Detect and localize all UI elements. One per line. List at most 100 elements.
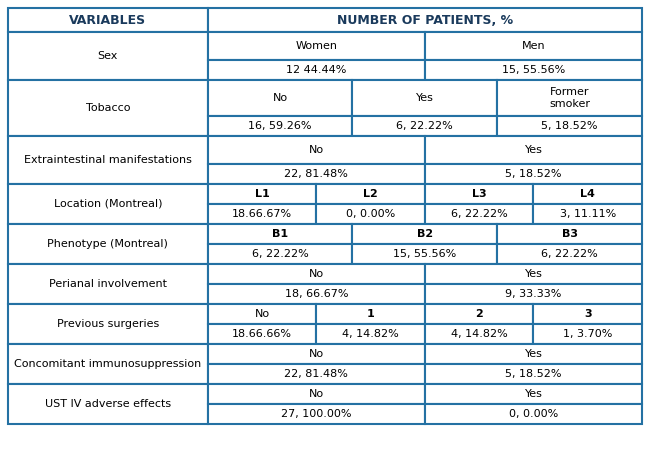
Text: No: No: [309, 145, 324, 155]
Text: 22, 81.48%: 22, 81.48%: [284, 169, 348, 179]
Bar: [534, 184, 642, 204]
Bar: [208, 136, 425, 164]
Bar: [8, 8, 208, 32]
Text: 2: 2: [475, 309, 483, 319]
Bar: [425, 264, 642, 284]
Bar: [317, 184, 425, 204]
Bar: [208, 204, 317, 224]
Bar: [425, 324, 534, 344]
Text: Yes: Yes: [416, 93, 434, 103]
Text: 15, 55.56%: 15, 55.56%: [393, 249, 456, 259]
Text: Yes: Yes: [525, 349, 542, 359]
Text: No: No: [309, 349, 324, 359]
Bar: [208, 116, 352, 136]
Text: Women: Women: [295, 41, 337, 51]
Text: Tobacco: Tobacco: [86, 103, 130, 113]
Text: Yes: Yes: [525, 389, 542, 399]
Text: L3: L3: [472, 189, 486, 199]
Text: 16, 59.26%: 16, 59.26%: [248, 121, 312, 131]
Text: 6, 22.22%: 6, 22.22%: [450, 209, 508, 219]
Bar: [425, 284, 642, 304]
Text: Concomitant immunosuppression: Concomitant immunosuppression: [14, 359, 202, 369]
Bar: [497, 80, 642, 116]
Text: No: No: [309, 389, 324, 399]
Text: 5, 18.52%: 5, 18.52%: [505, 169, 562, 179]
Bar: [208, 284, 425, 304]
Bar: [534, 204, 642, 224]
Bar: [425, 204, 534, 224]
Bar: [425, 304, 534, 324]
Bar: [8, 32, 208, 80]
Bar: [425, 32, 642, 60]
Bar: [425, 384, 642, 404]
Bar: [208, 164, 425, 184]
Bar: [425, 136, 642, 164]
Text: Perianal involvement: Perianal involvement: [49, 279, 167, 289]
Text: 0, 0.00%: 0, 0.00%: [346, 209, 395, 219]
Bar: [8, 184, 208, 224]
Text: Location (Montreal): Location (Montreal): [53, 199, 162, 209]
Bar: [8, 224, 208, 264]
Bar: [534, 304, 642, 324]
Bar: [352, 224, 497, 244]
Bar: [8, 304, 208, 344]
Text: Yes: Yes: [525, 269, 542, 279]
Bar: [8, 384, 208, 424]
Bar: [8, 80, 208, 136]
Text: 15, 55.56%: 15, 55.56%: [502, 65, 565, 75]
Bar: [208, 324, 317, 344]
Bar: [208, 404, 425, 424]
Bar: [208, 224, 352, 244]
Text: B2: B2: [417, 229, 433, 239]
Text: 9, 33.33%: 9, 33.33%: [505, 289, 562, 299]
Text: 5, 18.52%: 5, 18.52%: [541, 121, 598, 131]
Text: VARIABLES: VARIABLES: [70, 13, 146, 27]
Text: NUMBER OF PATIENTS, %: NUMBER OF PATIENTS, %: [337, 13, 513, 27]
Bar: [208, 384, 425, 404]
Text: Phenotype (Montreal): Phenotype (Montreal): [47, 239, 168, 249]
Text: 6, 22.22%: 6, 22.22%: [252, 249, 309, 259]
Text: No: No: [309, 269, 324, 279]
Text: 6, 22.22%: 6, 22.22%: [541, 249, 598, 259]
Bar: [425, 344, 642, 364]
Text: 3: 3: [584, 309, 592, 319]
Text: Sex: Sex: [98, 51, 118, 61]
Bar: [534, 324, 642, 344]
Text: 6, 22.22%: 6, 22.22%: [396, 121, 453, 131]
Text: 18, 66.67%: 18, 66.67%: [285, 289, 348, 299]
Text: B1: B1: [272, 229, 288, 239]
Bar: [497, 224, 642, 244]
Text: Previous surgeries: Previous surgeries: [57, 319, 159, 329]
Bar: [208, 32, 425, 60]
Text: L2: L2: [363, 189, 378, 199]
Bar: [208, 364, 425, 384]
Bar: [497, 116, 642, 136]
Bar: [425, 60, 642, 80]
Bar: [208, 304, 317, 324]
Bar: [317, 304, 425, 324]
Text: UST IV adverse effects: UST IV adverse effects: [45, 399, 171, 409]
Bar: [208, 80, 352, 116]
Text: No: No: [272, 93, 288, 103]
Text: 18.66.66%: 18.66.66%: [232, 329, 292, 339]
Bar: [497, 244, 642, 264]
Text: 0, 0.00%: 0, 0.00%: [509, 409, 558, 419]
Bar: [208, 184, 317, 204]
Text: B3: B3: [562, 229, 578, 239]
Text: 1, 3.70%: 1, 3.70%: [563, 329, 612, 339]
Text: 18.66.67%: 18.66.67%: [232, 209, 292, 219]
Bar: [425, 364, 642, 384]
Text: Men: Men: [521, 41, 545, 51]
Text: 3, 11.11%: 3, 11.11%: [560, 209, 616, 219]
Bar: [208, 264, 425, 284]
Text: L1: L1: [255, 189, 269, 199]
Text: Former
smoker: Former smoker: [549, 87, 590, 109]
Text: 4, 14.82%: 4, 14.82%: [450, 329, 508, 339]
Text: Extraintestinal manifestations: Extraintestinal manifestations: [24, 155, 192, 165]
Bar: [352, 80, 497, 116]
Text: 12 44.44%: 12 44.44%: [286, 65, 346, 75]
Bar: [208, 344, 425, 364]
Text: Yes: Yes: [525, 145, 542, 155]
Bar: [425, 184, 534, 204]
Bar: [352, 244, 497, 264]
